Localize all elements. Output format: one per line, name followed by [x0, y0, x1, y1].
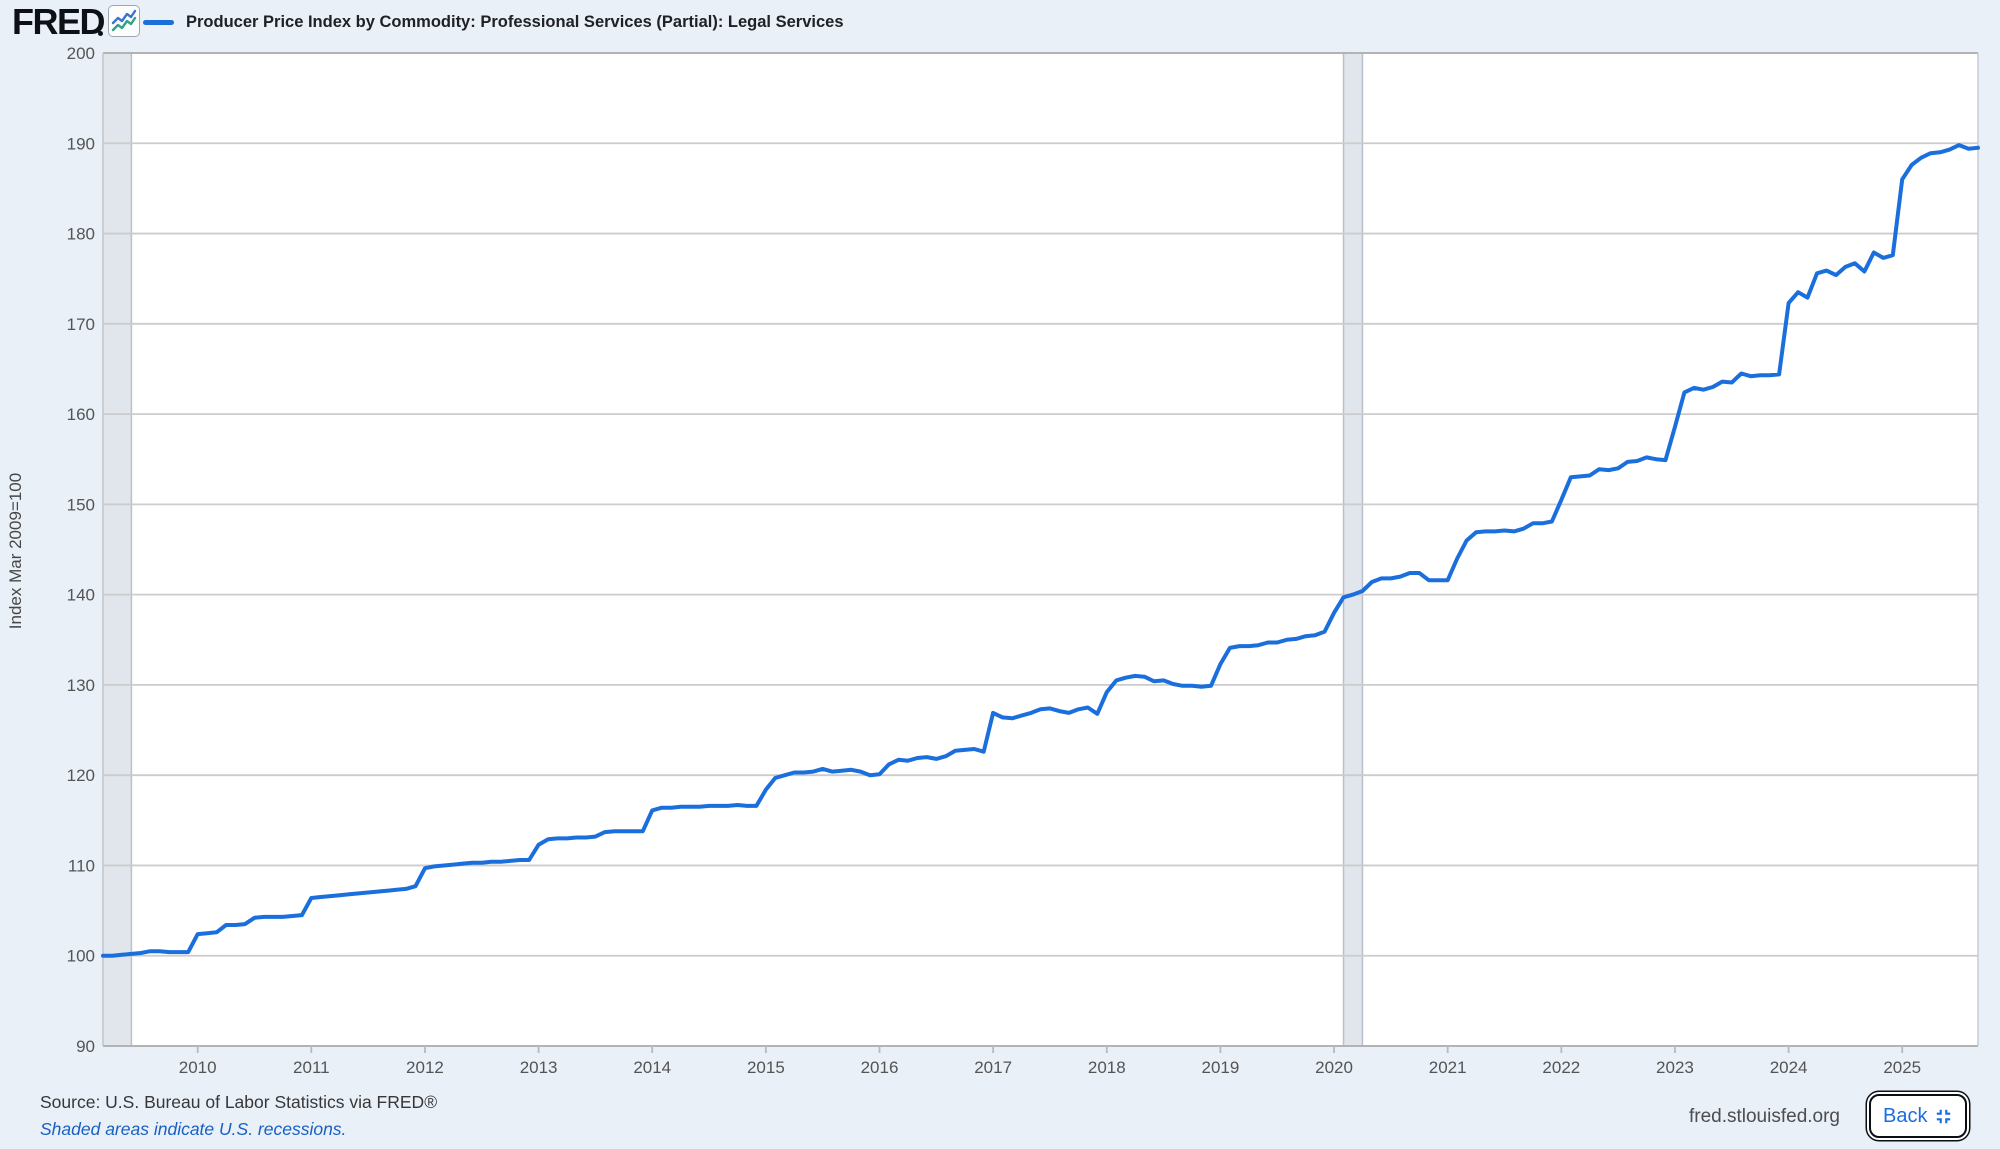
plot-background [103, 53, 1978, 1046]
x-tick-label: 2014 [633, 1058, 671, 1077]
back-button-label: Back [1883, 1104, 1928, 1127]
y-tick-label: 120 [67, 766, 95, 785]
y-tick-label: 180 [67, 225, 95, 244]
x-tick-label: 2018 [1088, 1058, 1126, 1077]
x-tick-label: 2013 [520, 1058, 558, 1077]
y-tick-label: 160 [67, 405, 95, 424]
x-tick-label: 2010 [179, 1058, 217, 1077]
y-tick-label: 150 [67, 495, 95, 514]
chart-header: FRED Producer Price Index by Commodity: … [0, 0, 2000, 46]
y-tick-label: 170 [67, 315, 95, 334]
y-axis-title: Index Mar 2009=100 [6, 472, 25, 630]
series-title: Producer Price Index by Commodity: Profe… [186, 13, 844, 31]
x-tick-label: 2015 [747, 1058, 785, 1077]
y-tick-label: 190 [67, 134, 95, 153]
x-tick-label: 2023 [1656, 1058, 1694, 1077]
exit-fullscreen-icon [1932, 1105, 1955, 1128]
x-tick-label: 2020 [1315, 1058, 1353, 1077]
y-tick-label: 200 [67, 44, 95, 63]
x-tick-label: 2011 [293, 1058, 330, 1077]
registered-trademark-dot [98, 31, 103, 36]
x-tick-label: 2016 [861, 1058, 899, 1077]
back-button[interactable]: Back [1869, 1094, 1968, 1138]
x-tick-label: 2024 [1770, 1058, 1808, 1077]
legend-line-swatch [143, 20, 174, 25]
recession-note-link[interactable]: Shaded areas indicate U.S. recessions. [40, 1119, 347, 1139]
x-tick-label: 2017 [974, 1058, 1012, 1077]
recession-band [103, 53, 132, 1046]
source-note: Source: U.S. Bureau of Labor Statistics … [40, 1092, 438, 1112]
y-tick-label: 110 [68, 856, 95, 875]
x-tick-label: 2022 [1542, 1058, 1580, 1077]
series-line [101, 143, 1980, 958]
y-tick-label: 140 [67, 586, 95, 605]
x-tick-label: 2012 [406, 1058, 444, 1077]
fred-logo: FRED [12, 1, 106, 42]
y-tick-label: 130 [67, 676, 95, 695]
x-tick-label: 2025 [1883, 1058, 1921, 1077]
fred-sparkline-icon [108, 5, 140, 37]
recession-band [1343, 53, 1363, 1046]
x-tick-label: 2019 [1202, 1058, 1240, 1077]
y-tick-label: 100 [67, 947, 95, 966]
chart-plot-area[interactable]: 90 100 110 120 130 140 150 160 170 180 190 200 2010 2… [0, 0, 2000, 1090]
x-tick-label: 2021 [1429, 1058, 1467, 1077]
site-url: fred.stlouisfed.org [1688, 1106, 1840, 1127]
y-tick-label: 90 [76, 1037, 95, 1056]
